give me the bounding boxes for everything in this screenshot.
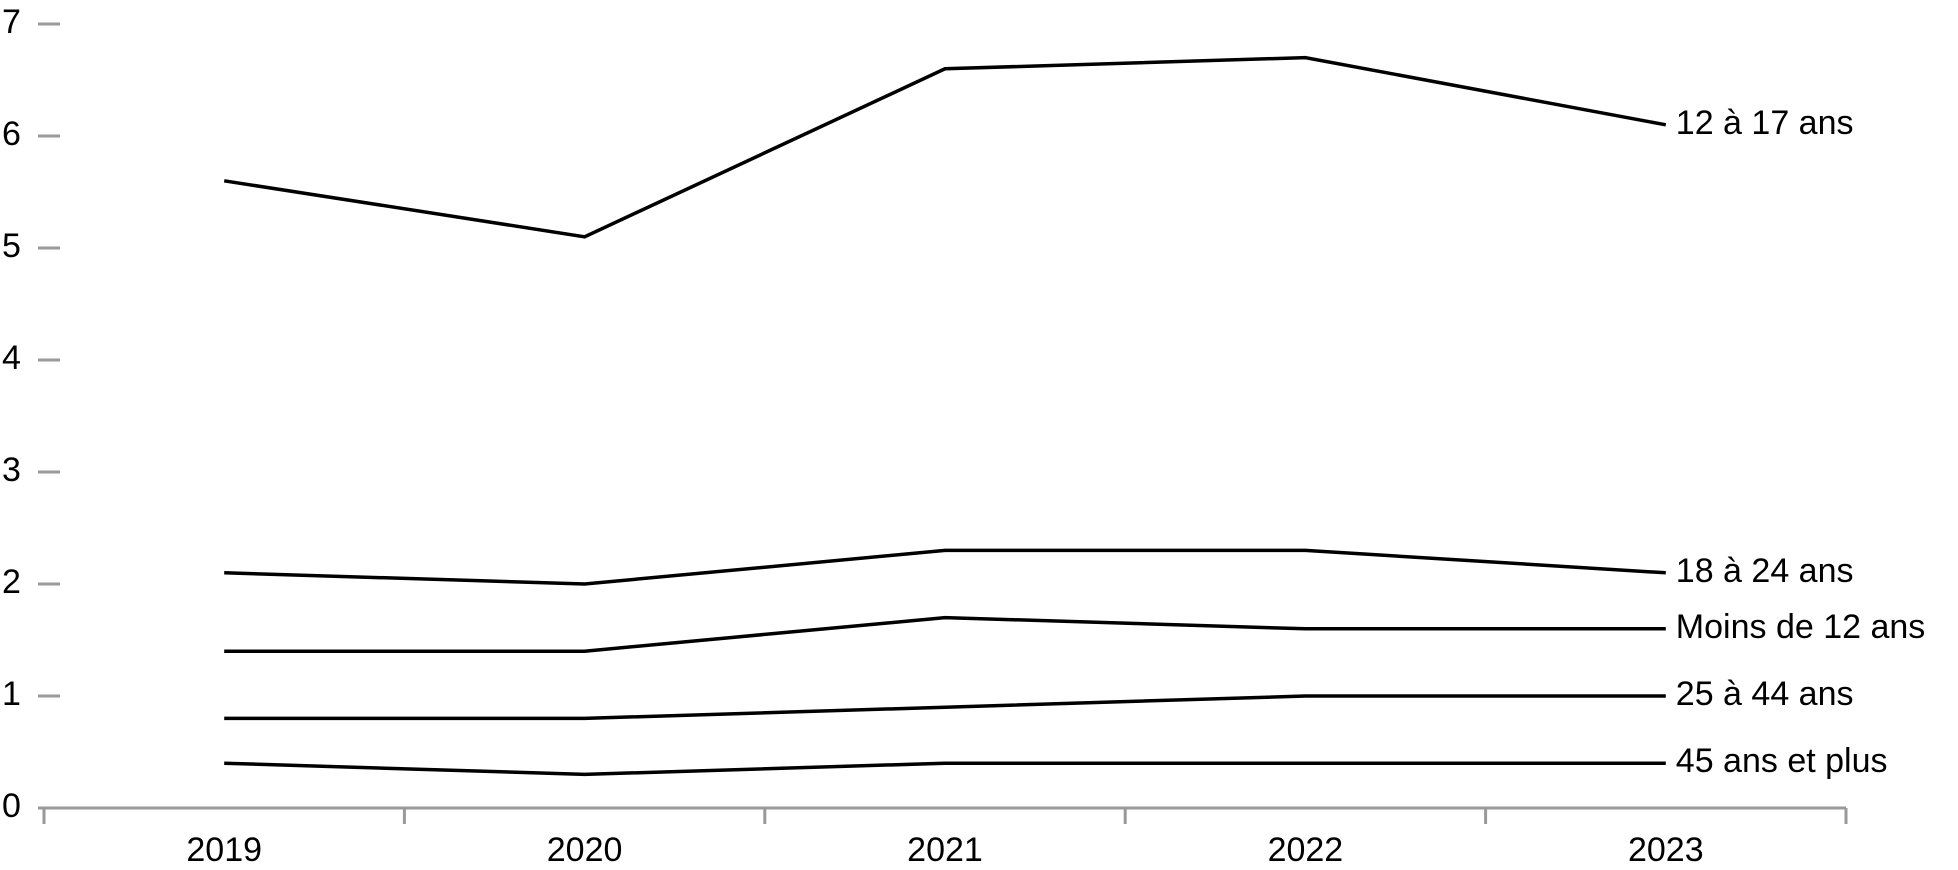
x-tick-label: 2019 xyxy=(186,831,262,869)
series-label: 12 à 17 ans xyxy=(1676,104,1854,142)
y-tick-label: 2 xyxy=(2,563,21,601)
y-tick-label: 7 xyxy=(2,3,21,41)
y-tick-label: 4 xyxy=(2,339,21,377)
series-line xyxy=(224,548,1666,586)
x-tick-label: 2022 xyxy=(1268,831,1344,869)
x-tick-label: 2020 xyxy=(547,831,623,869)
x-tick-label: 2023 xyxy=(1628,831,1704,869)
series-line xyxy=(224,761,1666,777)
x-tick-label: 2021 xyxy=(907,831,983,869)
y-tick-label: 5 xyxy=(2,227,21,265)
series-line xyxy=(224,694,1666,721)
series-line xyxy=(224,615,1666,653)
series-line xyxy=(223,55,1667,239)
y-tick-label: 1 xyxy=(2,675,21,713)
y-tick-label: 3 xyxy=(2,451,21,489)
y-tick-label: 6 xyxy=(2,115,21,153)
series-label: Moins de 12 ans xyxy=(1676,608,1926,646)
y-tick-label: 0 xyxy=(2,787,21,825)
series-label: 25 à 44 ans xyxy=(1676,675,1854,713)
series-label: 18 à 24 ans xyxy=(1676,552,1854,590)
series-label: 45 ans et plus xyxy=(1676,742,1888,780)
